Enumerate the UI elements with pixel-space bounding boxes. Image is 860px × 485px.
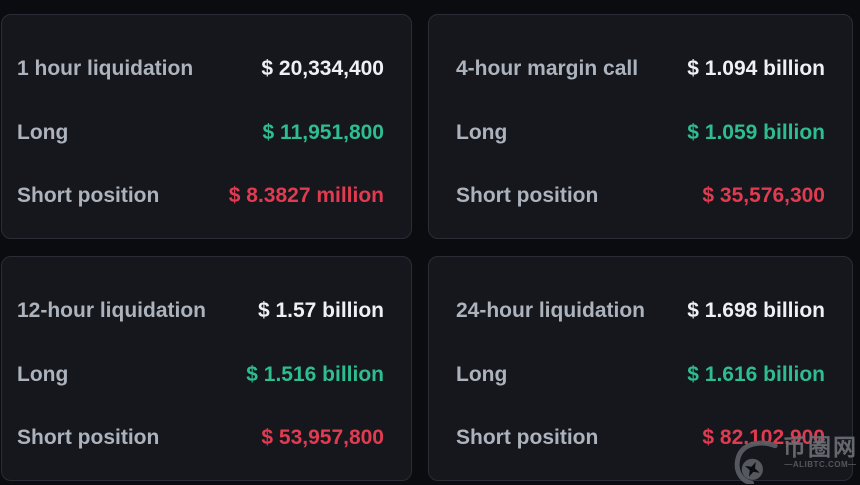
- short-label: Short position: [456, 184, 599, 207]
- total-value: $ 20,334,400: [261, 57, 384, 80]
- stat-card-12h-liquidation: 12-hour liquidation $ 1.57 billion Long …: [1, 256, 412, 481]
- long-label: Long: [17, 362, 69, 386]
- card-title-row: 4-hour margin call $ 1.094 billion: [456, 57, 825, 81]
- stat-card-24h-liquidation: 24-hour liquidation $ 1.698 billion Long…: [428, 256, 853, 481]
- long-label: Long: [456, 362, 508, 386]
- short-row: Short position $ 8.3827 million: [17, 184, 384, 208]
- long-label: Long: [456, 120, 508, 144]
- short-value: $ 35,576,300: [702, 184, 825, 207]
- card-title-row: 12-hour liquidation $ 1.57 billion: [17, 299, 384, 323]
- short-label: Short position: [17, 426, 160, 449]
- long-row: Long $ 1.059 billion: [456, 121, 825, 145]
- long-value: $ 11,951,800: [262, 120, 384, 144]
- watermark-site-name: 币圈网: [783, 434, 858, 460]
- swirl-star-icon: [729, 440, 779, 485]
- short-label: Short position: [17, 184, 160, 207]
- stat-card-4h-margin-call: 4-hour margin call $ 1.094 billion Long …: [428, 14, 853, 239]
- short-row: Short position $ 82,102,900: [456, 426, 825, 450]
- total-value: $ 1.57 billion: [257, 299, 384, 322]
- card-title: 1 hour liquidation: [17, 57, 194, 80]
- long-row: Long $ 11,951,800: [17, 121, 384, 145]
- card-title: 24-hour liquidation: [456, 299, 645, 322]
- short-value: $ 82,102,900: [702, 426, 825, 449]
- long-value: $ 1.059 billion: [687, 120, 825, 144]
- total-value: $ 1.698 billion: [687, 299, 825, 322]
- card-title: 12-hour liquidation: [17, 299, 206, 322]
- watermark-text: 币圈网 —ALIBTC.COM—: [783, 434, 858, 470]
- long-value: $ 1.516 billion: [246, 362, 384, 386]
- card-title-row: 1 hour liquidation $ 20,334,400: [17, 57, 384, 81]
- long-value: $ 1.616 billion: [687, 362, 825, 386]
- long-row: Long $ 1.516 billion: [17, 363, 384, 387]
- stat-card-1h-liquidation: 1 hour liquidation $ 20,334,400 Long $ 1…: [1, 14, 412, 239]
- watermark: 币圈网 —ALIBTC.COM—: [729, 434, 858, 485]
- short-value: $ 8.3827 million: [228, 184, 384, 207]
- short-row: Short position $ 53,957,800: [17, 426, 384, 450]
- long-label: Long: [17, 120, 69, 144]
- short-label: Short position: [456, 426, 599, 449]
- short-value: $ 53,957,800: [261, 426, 384, 449]
- card-title-row: 24-hour liquidation $ 1.698 billion: [456, 299, 825, 323]
- short-row: Short position $ 35,576,300: [456, 184, 825, 208]
- card-title: 4-hour margin call: [456, 57, 639, 80]
- watermark-domain: —ALIBTC.COM—: [784, 460, 857, 469]
- total-value: $ 1.094 billion: [687, 57, 825, 80]
- long-row: Long $ 1.616 billion: [456, 363, 825, 387]
